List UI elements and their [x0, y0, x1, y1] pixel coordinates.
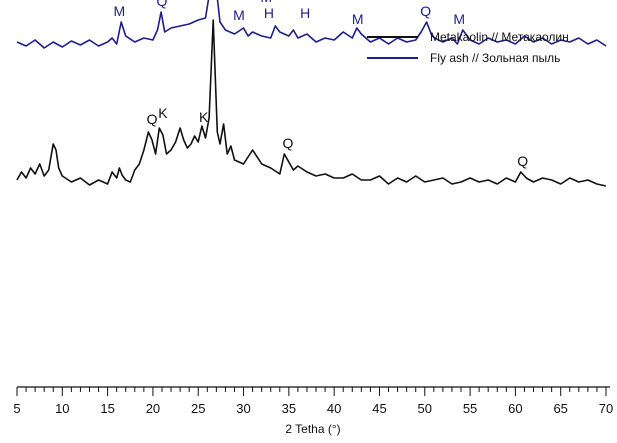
peak-label: Q: [420, 3, 431, 19]
x-tick-label: 55: [463, 401, 477, 416]
series-line-metakaolin: [16, 19, 607, 187]
peak-label: M: [114, 3, 126, 19]
x-tick-label: 60: [508, 401, 522, 416]
x-tick-label: 35: [282, 401, 296, 416]
peak-label: M: [453, 11, 465, 27]
x-axis-ticks: 5 10 15 20 25 30 35 40 45 50 55 60 65 70: [13, 387, 613, 416]
peak-label: M: [233, 7, 245, 23]
peak-label: M: [260, 0, 272, 5]
peak-label: K: [158, 105, 168, 121]
x-tick-label: 50: [418, 401, 432, 416]
x-tick-label: 45: [372, 401, 386, 416]
series-line-fly-ash: [16, 0, 607, 49]
legend: Metakaolin // Метакаолин Fly ash // Золь…: [367, 30, 569, 65]
x-tick-label: 65: [553, 401, 567, 416]
x-tick-label: 30: [236, 401, 250, 416]
peak-label: H: [264, 5, 274, 21]
x-tick-label: 10: [55, 401, 69, 416]
peak-label: K: [199, 109, 209, 125]
x-axis: 5 10 15 20 25 30 35 40 45 50 55 60 65 70 2 Tetha (°): [13, 386, 613, 436]
series-layer: [16, 0, 607, 187]
x-tick-label: 5: [13, 401, 20, 416]
x-axis-title: 2 Tetha (°): [285, 422, 340, 436]
peak-label: Q: [517, 153, 528, 169]
x-tick-label: 15: [100, 401, 114, 416]
legend-label-fly-ash: Fly ash // Зольная пыль: [430, 51, 560, 65]
legend-label-metakaolin: Metakaolin // Метакаолин: [430, 30, 569, 44]
peak-label: Q: [282, 135, 293, 151]
peak-label: Q: [157, 0, 168, 9]
peak-annotations: QMQMMHHMQMQKKQQ: [114, 0, 529, 169]
x-tick-label: 20: [146, 401, 160, 416]
peak-label: H: [300, 5, 310, 21]
x-tick-label: 70: [599, 401, 613, 416]
x-tick-label: 25: [191, 401, 205, 416]
peak-label: Q: [147, 111, 158, 127]
peak-label: M: [352, 11, 364, 27]
x-tick-label: 40: [327, 401, 341, 416]
